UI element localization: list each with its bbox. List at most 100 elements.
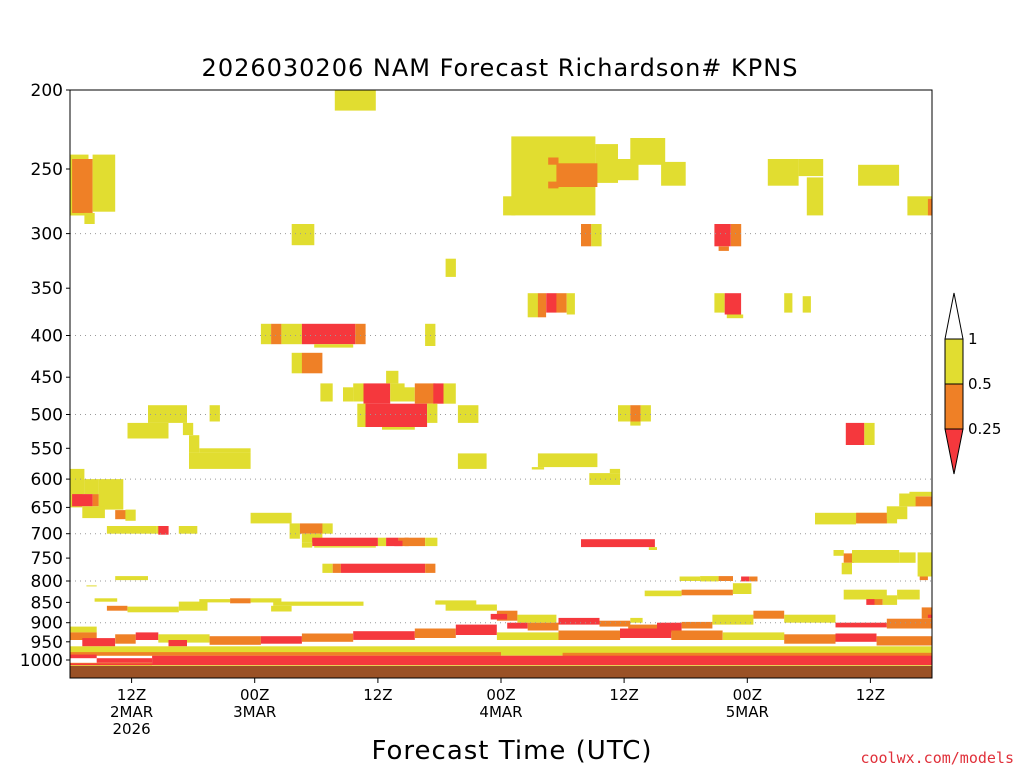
ri-region-95	[322, 523, 333, 534]
ri-region-147	[199, 599, 231, 603]
ri-region-21	[927, 198, 932, 216]
ri-region-88	[106, 526, 157, 534]
ri-region-143	[94, 598, 118, 602]
ytick-label-950: 950	[31, 633, 63, 653]
xtick-label-2-1: 12Z	[363, 686, 392, 704]
ri-region-146	[178, 601, 208, 611]
ri-region-58	[427, 403, 438, 423]
ri-region-139	[882, 595, 898, 605]
ri-region-129	[700, 576, 719, 582]
ri-region-115	[843, 553, 854, 563]
ri-region-45	[301, 352, 323, 374]
site-credit[interactable]: coolwx.com/models	[860, 749, 1014, 767]
xtick-label-3-2: 4MAR	[479, 703, 522, 721]
ri-region-164	[681, 621, 713, 629]
ri-region-149	[250, 598, 282, 603]
ri-region-161	[630, 617, 643, 623]
ri-region-168	[835, 622, 887, 628]
xtick-label-6-1: 12Z	[856, 686, 885, 704]
ri-region-140	[897, 589, 920, 600]
ri-region-151	[271, 605, 292, 612]
ytick-label-450: 450	[31, 368, 63, 388]
ri-region-178	[260, 636, 302, 644]
ri-region-65	[148, 405, 187, 423]
ri-region-3	[84, 212, 95, 224]
ri-region-94	[299, 523, 323, 534]
colorbar-legend: 1 0.5 0.25	[944, 292, 1001, 475]
x-axis-title: Forecast Time (UTC)	[371, 736, 652, 766]
ri-region-138	[874, 599, 883, 605]
ri-region-44	[291, 352, 302, 374]
ri-region-60	[457, 405, 479, 423]
ri-region-123	[856, 512, 887, 524]
ri-region-56	[357, 403, 368, 427]
ytick-label-1000: 1000	[20, 651, 63, 671]
ri-region-36	[802, 296, 811, 313]
ri-region-55	[443, 383, 456, 404]
ri-region-5	[291, 224, 315, 246]
ri-region-28	[537, 293, 547, 318]
ri-region-198	[70, 663, 932, 666]
ri-region-77	[845, 422, 865, 445]
ri-region-102	[394, 540, 403, 547]
ri-region-25	[730, 224, 742, 247]
ri-region-130	[718, 576, 733, 581]
ri-region-15	[661, 161, 686, 186]
ri-region-50	[386, 370, 399, 384]
ri-region-19	[858, 164, 900, 186]
ytick-label-200: 200	[31, 81, 63, 101]
ri-region-2	[72, 159, 93, 213]
ri-region-32	[714, 293, 725, 313]
ri-region-42	[314, 344, 354, 348]
plot-frame	[69, 89, 933, 679]
ri-region-111	[425, 563, 436, 573]
ri-region-90	[158, 526, 169, 535]
ri-region-63	[640, 405, 651, 422]
ri-region-40	[301, 323, 356, 345]
ri-region-39	[281, 323, 302, 345]
ytick-label-250: 250	[31, 160, 63, 180]
ri-region-159	[558, 617, 600, 625]
ri-region-162	[628, 624, 659, 632]
ri-region-54	[433, 383, 444, 404]
ri-region-18	[806, 177, 824, 216]
ri-region-68	[189, 435, 200, 453]
ri-region-124	[886, 506, 908, 520]
ri-region-27	[527, 293, 538, 318]
ri-region-91	[178, 526, 198, 534]
ri-region-175	[158, 634, 210, 643]
ri-region-171	[70, 632, 97, 640]
ri-region-33	[724, 293, 742, 315]
ri-region-133	[644, 590, 682, 597]
ri-region-29	[546, 293, 557, 313]
ri-region-85	[82, 506, 105, 519]
ytick-label-400: 400	[31, 327, 63, 347]
ri-region-70	[189, 452, 251, 469]
ri-region-128	[679, 576, 701, 581]
ri-region-165	[712, 614, 754, 625]
ri-region-4	[92, 154, 116, 212]
ri-region-11	[548, 157, 559, 165]
ri-region-174	[135, 632, 159, 640]
ri-region-196	[96, 658, 153, 663]
ri-region-142	[927, 614, 932, 618]
xtick-label-3-1: 00Z	[486, 686, 515, 704]
ri-region-48	[353, 383, 364, 402]
ri-region-117	[852, 550, 900, 563]
ri-region-6	[445, 258, 456, 277]
ri-region-100	[386, 537, 399, 547]
colorbar-top-arrow	[944, 292, 964, 340]
ri-region-125	[907, 496, 932, 507]
ri-region-191	[70, 646, 932, 656]
ri-region-66	[127, 422, 169, 439]
ri-region-26	[718, 246, 729, 251]
ri-region-167	[784, 614, 836, 623]
ri-region-119	[917, 552, 932, 577]
ri-region-110	[340, 563, 425, 573]
ytick-label-700: 700	[31, 525, 63, 545]
colorbar-bottom-arrow	[944, 428, 964, 475]
ytick-label-650: 650	[31, 498, 63, 518]
ground-band	[70, 666, 932, 678]
ri-region-76	[589, 473, 621, 485]
